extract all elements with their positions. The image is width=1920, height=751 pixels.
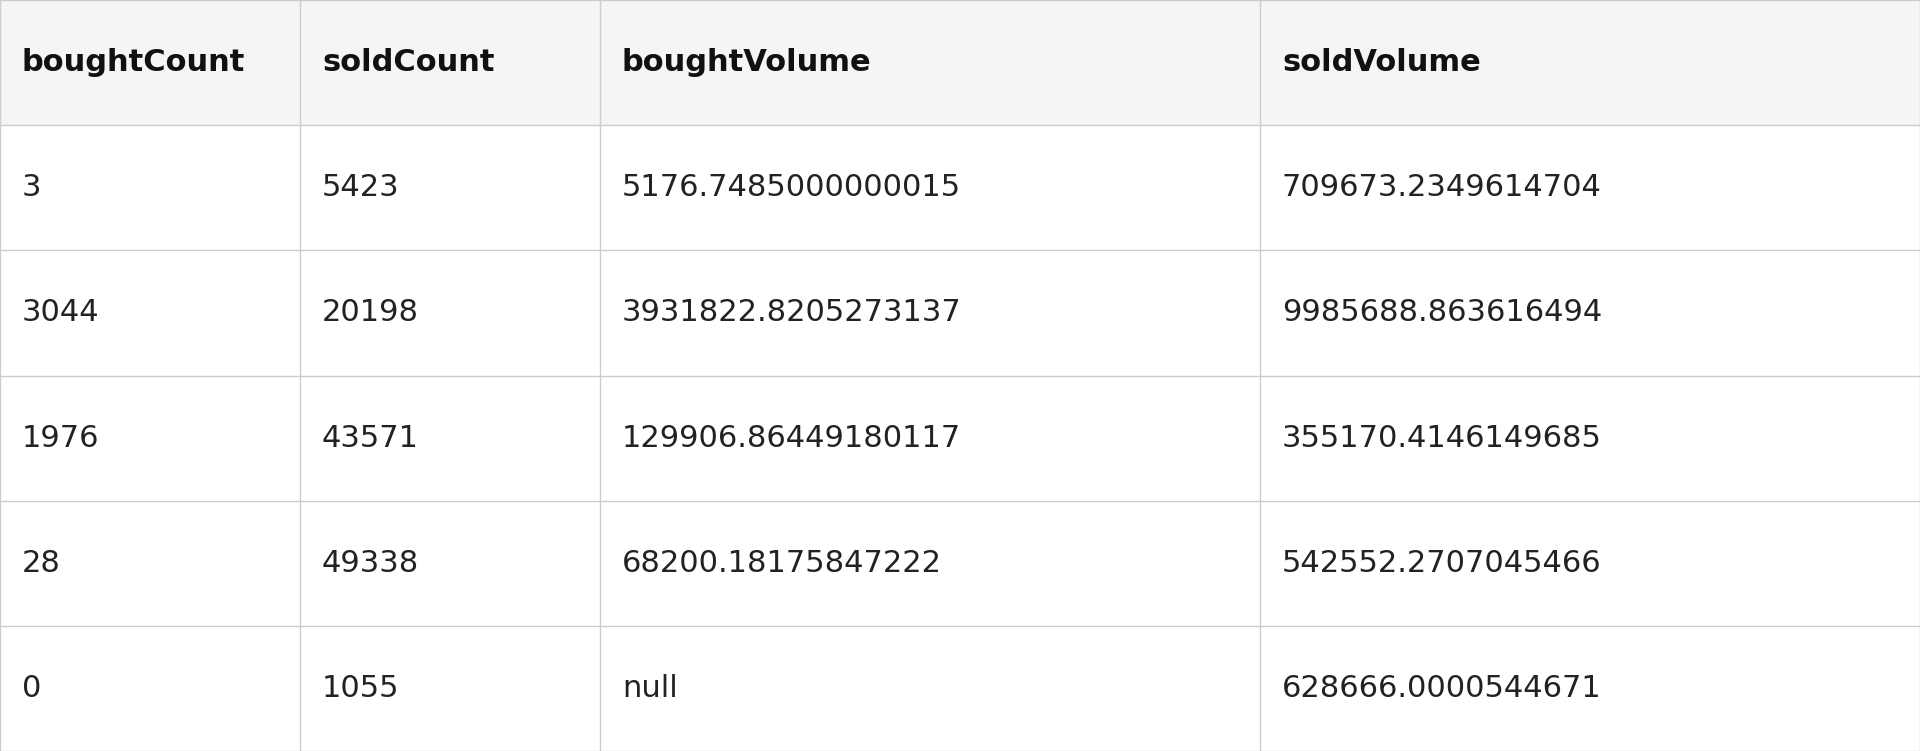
Text: 0: 0 xyxy=(21,674,42,703)
Text: 129906.86449180117: 129906.86449180117 xyxy=(622,424,962,453)
Bar xyxy=(300,0,599,125)
Text: 28: 28 xyxy=(21,549,61,578)
Text: soldCount: soldCount xyxy=(323,48,495,77)
Text: 3931822.8205273137: 3931822.8205273137 xyxy=(622,298,962,327)
Bar xyxy=(300,250,599,376)
Text: 1055: 1055 xyxy=(323,674,399,703)
Text: 20198: 20198 xyxy=(323,298,419,327)
Text: 1976: 1976 xyxy=(21,424,100,453)
Text: boughtCount: boughtCount xyxy=(21,48,246,77)
Bar xyxy=(0,125,300,250)
Text: 709673.2349614704: 709673.2349614704 xyxy=(1283,173,1601,202)
Text: 5423: 5423 xyxy=(323,173,399,202)
Text: 628666.0000544671: 628666.0000544671 xyxy=(1283,674,1601,703)
Text: 3044: 3044 xyxy=(21,298,100,327)
Bar xyxy=(599,250,1260,376)
Bar xyxy=(1260,501,1920,626)
Text: 43571: 43571 xyxy=(323,424,419,453)
Bar xyxy=(1260,626,1920,751)
Text: 5176.7485000000015: 5176.7485000000015 xyxy=(622,173,962,202)
Bar xyxy=(1260,0,1920,125)
Text: 9985688.863616494: 9985688.863616494 xyxy=(1283,298,1603,327)
Text: 68200.18175847222: 68200.18175847222 xyxy=(622,549,943,578)
Bar xyxy=(0,0,300,125)
Bar xyxy=(1260,376,1920,501)
Bar xyxy=(0,250,300,376)
Bar xyxy=(599,125,1260,250)
Bar xyxy=(300,125,599,250)
Text: boughtVolume: boughtVolume xyxy=(622,48,872,77)
Bar xyxy=(300,626,599,751)
Bar xyxy=(0,626,300,751)
Text: null: null xyxy=(622,674,678,703)
Bar xyxy=(0,376,300,501)
Bar xyxy=(599,501,1260,626)
Text: 49338: 49338 xyxy=(323,549,419,578)
Text: 542552.2707045466: 542552.2707045466 xyxy=(1283,549,1601,578)
Text: 3: 3 xyxy=(21,173,42,202)
Bar xyxy=(300,501,599,626)
Bar xyxy=(599,0,1260,125)
Bar xyxy=(300,376,599,501)
Bar xyxy=(1260,125,1920,250)
Bar xyxy=(599,626,1260,751)
Bar xyxy=(599,376,1260,501)
Bar xyxy=(0,501,300,626)
Text: 355170.4146149685: 355170.4146149685 xyxy=(1283,424,1601,453)
Text: soldVolume: soldVolume xyxy=(1283,48,1480,77)
Bar xyxy=(1260,250,1920,376)
